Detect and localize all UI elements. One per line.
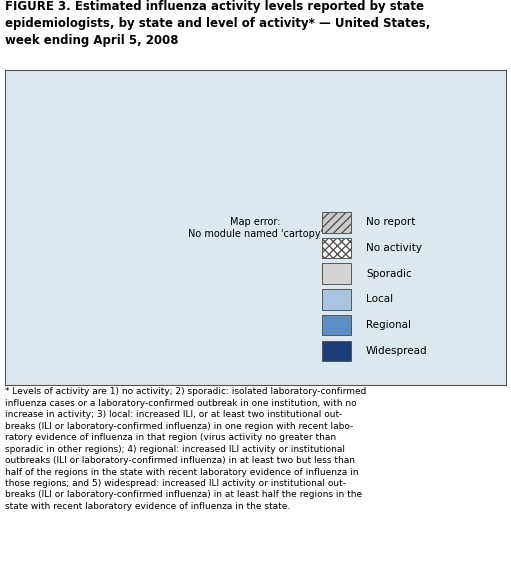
FancyBboxPatch shape [322, 289, 351, 310]
FancyBboxPatch shape [322, 238, 351, 258]
FancyBboxPatch shape [322, 212, 351, 232]
Text: Sporadic: Sporadic [366, 269, 412, 279]
FancyBboxPatch shape [322, 263, 351, 284]
Text: No report: No report [366, 217, 415, 227]
Text: * Levels of activity are 1) no activity; 2) sporadic: isolated laboratory-confir: * Levels of activity are 1) no activity;… [5, 387, 366, 511]
FancyBboxPatch shape [322, 315, 351, 335]
FancyBboxPatch shape [322, 340, 351, 361]
Text: FIGURE 3. Estimated influenza activity levels reported by state
epidemiologists,: FIGURE 3. Estimated influenza activity l… [5, 0, 430, 47]
Text: Widespread: Widespread [366, 346, 428, 356]
Text: Local: Local [366, 294, 393, 304]
Text: Regional: Regional [366, 320, 411, 330]
Text: Map error:
No module named 'cartopy': Map error: No module named 'cartopy' [188, 217, 323, 238]
Text: No activity: No activity [366, 243, 422, 253]
